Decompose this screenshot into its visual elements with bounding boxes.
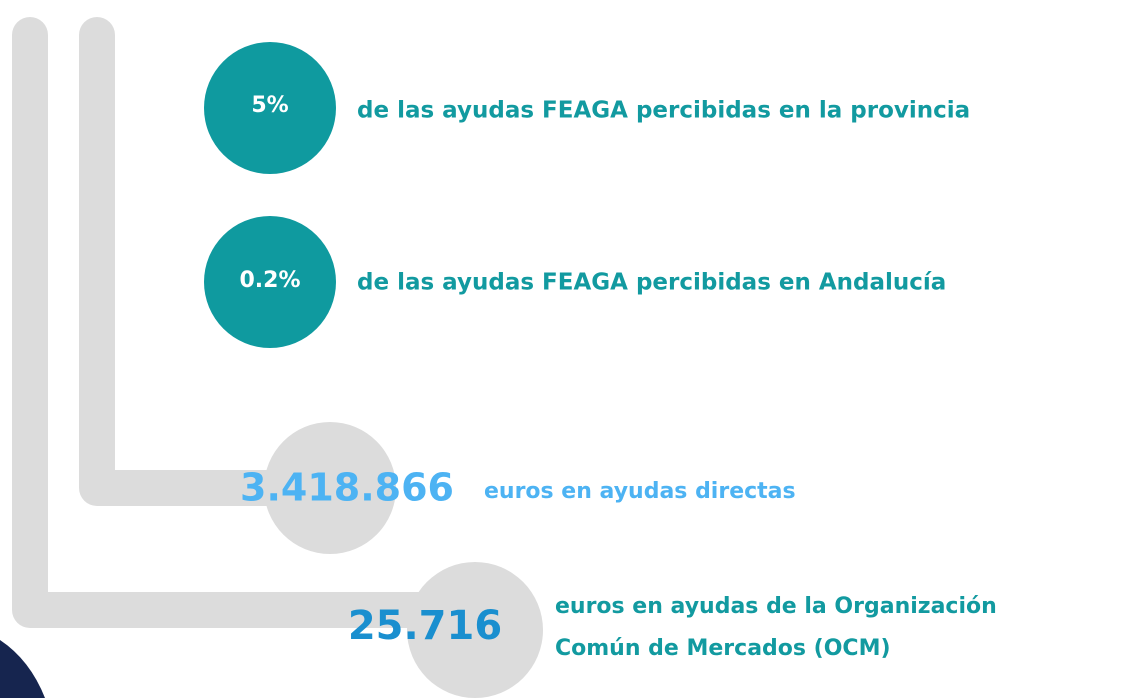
gray-circle bbox=[407, 562, 543, 698]
inner-bracket bbox=[79, 17, 318, 506]
stat-value: 3.418.866 bbox=[240, 466, 454, 510]
teal-circle bbox=[204, 216, 336, 348]
stat-text: Común de Mercados (OCM) bbox=[555, 636, 891, 661]
teal-circle bbox=[204, 42, 336, 174]
stat-text: de las ayudas FEAGA percibidas en Andalu… bbox=[357, 270, 946, 296]
stat-value: 25.716 bbox=[348, 603, 502, 649]
stat-value: 5% bbox=[251, 93, 288, 118]
corner-shape bbox=[0, 640, 45, 698]
gray-circle bbox=[264, 422, 396, 554]
outer-bracket bbox=[12, 17, 448, 628]
stat-value: 0.2% bbox=[239, 268, 300, 293]
stat-text: de las ayudas FEAGA percibidas en la pro… bbox=[357, 98, 970, 124]
stat-text: euros en ayudas directas bbox=[484, 479, 796, 504]
stat-text: euros en ayudas de la Organización bbox=[555, 594, 997, 619]
